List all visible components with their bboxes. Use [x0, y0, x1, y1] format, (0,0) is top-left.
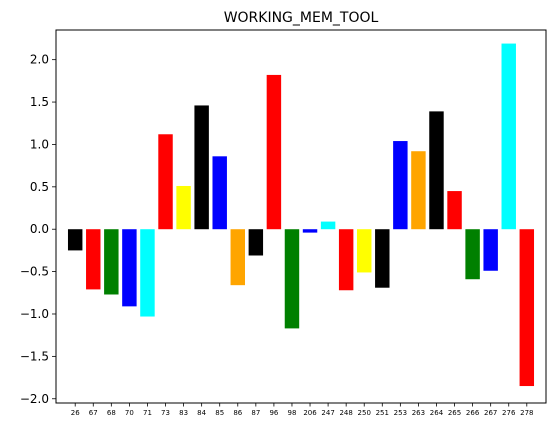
bar-96	[266, 74, 282, 230]
x-tick-label: 267	[484, 409, 497, 417]
x-tick-label: 251	[376, 409, 389, 417]
bar-248	[338, 229, 354, 291]
y-tick-label: 1.5	[30, 95, 49, 109]
x-tick-label: 71	[143, 409, 152, 417]
x-tick-label: 67	[89, 409, 98, 417]
x-tick-label: 248	[339, 409, 352, 417]
x-tick-label: 98	[288, 409, 297, 417]
bar-265	[447, 191, 462, 230]
bar-84	[194, 105, 209, 230]
x-tick-label: 276	[502, 409, 516, 417]
x-tick-label: 206	[303, 409, 317, 417]
x-tick-label: 264	[430, 409, 444, 417]
bar-264	[429, 111, 444, 230]
x-tick-label: 253	[394, 409, 407, 417]
bar-67	[86, 229, 101, 290]
y-tick-label: −1.0	[20, 307, 49, 321]
x-tick-label: 70	[125, 409, 134, 417]
bar-98	[284, 229, 300, 329]
bar-263	[411, 151, 426, 230]
x-tick-label: 266	[466, 409, 480, 417]
x-tick-label: 263	[412, 409, 425, 417]
y-tick-label: 0.0	[30, 222, 49, 236]
bar-250	[356, 229, 372, 273]
x-tick-label: 86	[233, 409, 242, 417]
bar-83	[176, 185, 191, 230]
bar-276	[501, 43, 516, 230]
bar-73	[158, 134, 173, 230]
x-tick-label: 83	[179, 409, 188, 417]
bar-70	[122, 229, 137, 307]
x-tick-label: 26	[71, 409, 80, 417]
x-tick-label: 84	[197, 409, 206, 417]
x-tick-label: 250	[358, 409, 371, 417]
y-tick-label: 2.0	[30, 53, 49, 67]
x-tick-label: 278	[520, 409, 533, 417]
plot-frame	[55, 29, 547, 404]
bar-85	[212, 156, 227, 230]
x-tick-label: 265	[448, 409, 461, 417]
x-tick-label: 68	[107, 409, 116, 417]
bar-68	[104, 229, 119, 295]
x-tick-label: 247	[321, 409, 334, 417]
y-tick-label: 0.5	[30, 180, 49, 194]
y-tick-label: −2.0	[20, 392, 49, 406]
x-tick-label: 73	[161, 409, 170, 417]
bar-247	[320, 221, 336, 230]
y-tick-label: −1.5	[20, 349, 49, 363]
bar-87	[248, 229, 264, 256]
y-tick-label: 1.0	[30, 137, 49, 151]
x-tick-label: 87	[251, 409, 260, 417]
plot-area: −2.0 −1.5 −1.0 −0.5 0.0 0.5 1.0 1.5 2.0 26 67 68 70 7…	[20, 43, 535, 417]
bar-278	[519, 229, 535, 387]
x-tick-label: 96	[269, 409, 278, 417]
y-tick-label: −0.5	[20, 265, 49, 279]
chart-title: WORKING_MEM_TOOL	[224, 10, 379, 26]
bar-253	[393, 141, 408, 230]
x-tick-label: 85	[215, 409, 224, 417]
bar-71	[140, 229, 155, 317]
bar-86	[230, 229, 246, 286]
bar-251	[375, 229, 390, 288]
bar-206	[302, 229, 318, 233]
bar-26	[67, 229, 83, 251]
bar-266	[465, 229, 480, 280]
bar-267	[483, 229, 498, 271]
